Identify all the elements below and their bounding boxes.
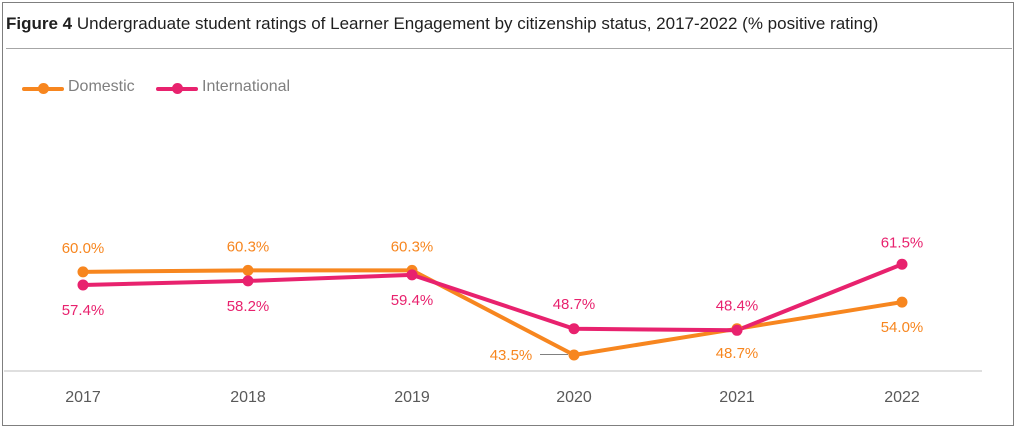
x-tick-label: 2022 (884, 389, 920, 406)
figure-label: Figure 4 (6, 14, 73, 33)
data-point (406, 269, 418, 281)
figure-title-text: Undergraduate student ratings of Learner… (76, 14, 879, 33)
data-point (896, 258, 908, 270)
data-point (77, 266, 89, 278)
series-line-domestic (81, 268, 904, 357)
data-label: 58.2% (227, 298, 270, 315)
data-label: 43.5% (490, 347, 533, 364)
figure-title: Figure 4 Undergraduate student ratings o… (6, 14, 1012, 49)
data-label: 60.3% (227, 238, 270, 255)
x-tick-label: 2017 (65, 389, 101, 406)
data-point (731, 324, 743, 336)
data-point (77, 279, 89, 291)
x-tick-label: 2021 (719, 389, 755, 406)
x-tick-label: 2018 (230, 389, 266, 406)
data-label: 54.0% (881, 319, 924, 336)
x-tick-label: 2019 (394, 389, 430, 406)
data-point (242, 264, 254, 276)
legend-label-international: International (202, 78, 291, 95)
data-point (896, 296, 908, 308)
data-point (568, 349, 580, 361)
legend-swatch-international (156, 83, 198, 94)
data-point (242, 275, 254, 287)
data-label: 48.4% (716, 297, 759, 314)
legend-swatch-domestic (22, 83, 64, 94)
data-label: 48.7% (716, 345, 759, 362)
data-label: 60.3% (391, 238, 434, 255)
legend-label-domestic: Domestic (68, 78, 135, 95)
data-point (568, 323, 580, 335)
data-label: 60.0% (62, 240, 105, 257)
data-label: 57.4% (62, 302, 105, 319)
data-label: 61.5% (881, 234, 924, 251)
series-line-international (81, 262, 904, 333)
x-tick-label: 2020 (556, 389, 592, 406)
data-label: 48.7% (553, 296, 596, 313)
data-label: 59.4% (391, 292, 434, 309)
